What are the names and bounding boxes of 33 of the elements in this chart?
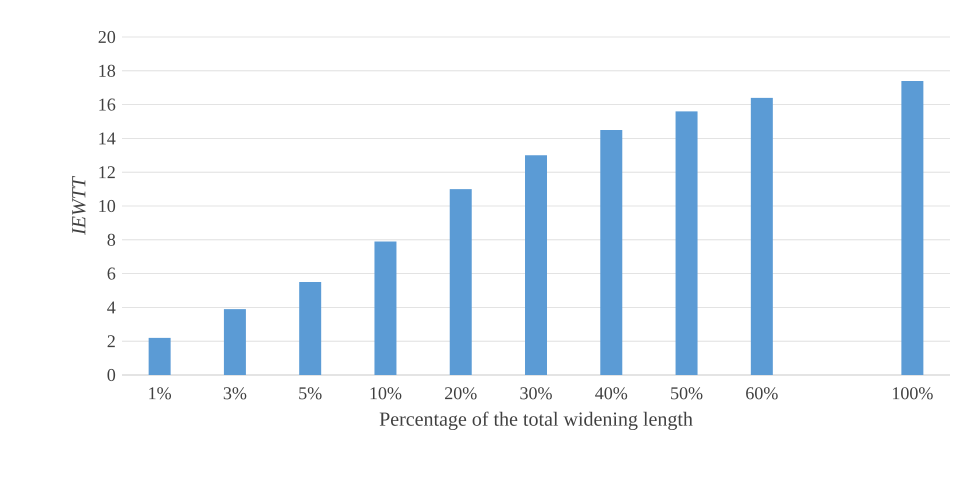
bar (901, 80, 924, 375)
y-tick-label: 8 (107, 234, 116, 246)
bar (750, 98, 773, 375)
bar (676, 111, 698, 375)
bar (525, 155, 548, 375)
y-tick-label: 10 (99, 200, 116, 212)
x-tick-label: 20% (445, 387, 477, 400)
bar (600, 130, 622, 375)
y-tick-label: 18 (99, 64, 116, 77)
y-axis-title: IEWTT (72, 176, 86, 235)
x-tick-label: 3% (224, 387, 246, 400)
bar (299, 282, 322, 375)
x-axis-title: Percentage of the total widening length (380, 412, 693, 430)
x-tick-label: 40% (595, 387, 628, 400)
y-tick-label: 6 (108, 268, 116, 280)
y-tick-label: 12 (99, 166, 115, 178)
x-tick-label: 5% (299, 387, 322, 400)
y-tick-label: 20 (98, 30, 116, 44)
bar (148, 338, 171, 375)
x-tick-label: 10% (370, 387, 402, 400)
bar (224, 309, 246, 375)
x-tick-label: 30% (520, 387, 552, 400)
y-tick-label: 14 (99, 132, 116, 144)
bar (374, 241, 396, 375)
x-tick-label: 60% (746, 387, 778, 400)
y-tick-label: 16 (99, 98, 116, 111)
y-tick-label: 2 (108, 335, 115, 348)
bar (450, 189, 472, 375)
x-tick-label: 100% (892, 387, 933, 400)
x-tick-label: 50% (671, 387, 702, 400)
y-tick-label: 0 (107, 368, 116, 382)
y-tick-label: 4 (107, 301, 116, 314)
x-tick-label: 1% (149, 387, 172, 400)
